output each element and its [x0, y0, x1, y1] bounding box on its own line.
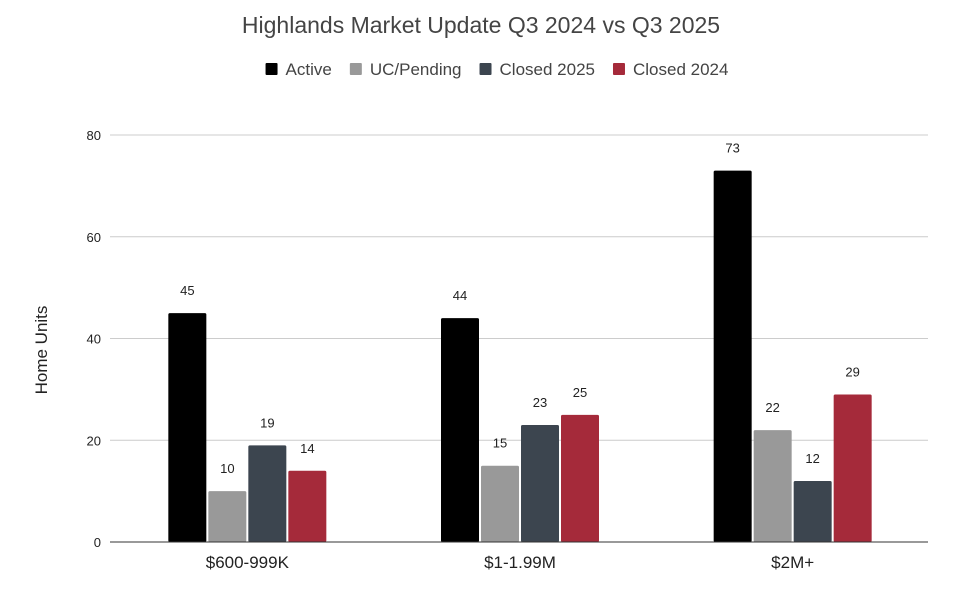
- y-tick-label: 80: [87, 128, 101, 143]
- legend-label: UC/Pending: [370, 60, 462, 79]
- data-label: 23: [533, 395, 547, 410]
- bar-active-1-1-99m: [441, 318, 479, 542]
- bar-uc-pending-1-1-99m: [481, 465, 519, 542]
- data-labels: 45 10 19 14 44 15 23 25 73 22 12 29: [180, 141, 860, 477]
- legend-swatch: [479, 63, 492, 75]
- data-label: 44: [453, 288, 467, 303]
- data-label: 22: [765, 400, 779, 415]
- gridlines: [110, 134, 928, 441]
- legend-item-closed-2024: Closed 2024: [612, 60, 728, 79]
- x-tick-label: $1-1.99M: [484, 553, 556, 572]
- y-tick-label: 60: [87, 230, 101, 245]
- chart-title: Highlands Market Update Q3 2024 vs Q3 20…: [242, 12, 720, 38]
- y-axis-title: Home Units: [32, 306, 51, 395]
- data-label: 14: [300, 441, 314, 456]
- y-tick-label: 20: [87, 433, 101, 448]
- data-label: 45: [180, 283, 194, 298]
- bar-active-2m: [713, 170, 752, 543]
- legend-label: Active: [286, 60, 332, 79]
- x-axis-labels: $600-999K $1-1.99M $2M+: [206, 553, 814, 572]
- legend-item-uc-pending: UC/Pending: [349, 60, 462, 79]
- y-axis-ticks: 0 20 40 60 80: [87, 128, 101, 550]
- bar-uc-pending-600-999k: [208, 491, 247, 542]
- bar-uc-pending-2m: [753, 430, 792, 542]
- legend-label: Closed 2025: [500, 60, 595, 79]
- bars: [168, 170, 872, 543]
- data-label: 25: [573, 385, 587, 400]
- data-label: 19: [260, 415, 274, 430]
- data-label: 73: [725, 141, 739, 156]
- legend-swatch: [612, 63, 625, 75]
- legend: Active UC/Pending Closed 2025 Closed 2024: [265, 60, 728, 79]
- legend-swatch: [349, 63, 362, 75]
- bar-closed-2025-2m: [793, 480, 832, 542]
- legend-item-closed-2025: Closed 2025: [479, 60, 595, 79]
- x-tick-label: $2M+: [771, 553, 814, 572]
- legend-swatch: [265, 63, 278, 75]
- bar-closed-2024-600-999k: [288, 470, 327, 542]
- bar-closed-2024-1-1-99m: [561, 414, 599, 542]
- bar-active-600-999k: [168, 313, 207, 542]
- legend-item-active: Active: [265, 60, 332, 79]
- bar-closed-2024-2m: [833, 394, 872, 542]
- data-label: 12: [805, 451, 819, 466]
- y-tick-label: 40: [87, 332, 101, 347]
- bar-closed-2025-600-999k: [248, 445, 287, 542]
- data-label: 29: [845, 364, 859, 379]
- y-tick-label: 0: [94, 535, 101, 550]
- bar-closed-2025-1-1-99m: [521, 424, 559, 542]
- data-label: 15: [493, 436, 507, 451]
- x-tick-label: $600-999K: [206, 553, 290, 572]
- legend-label: Closed 2024: [633, 60, 728, 79]
- data-label: 10: [220, 461, 234, 476]
